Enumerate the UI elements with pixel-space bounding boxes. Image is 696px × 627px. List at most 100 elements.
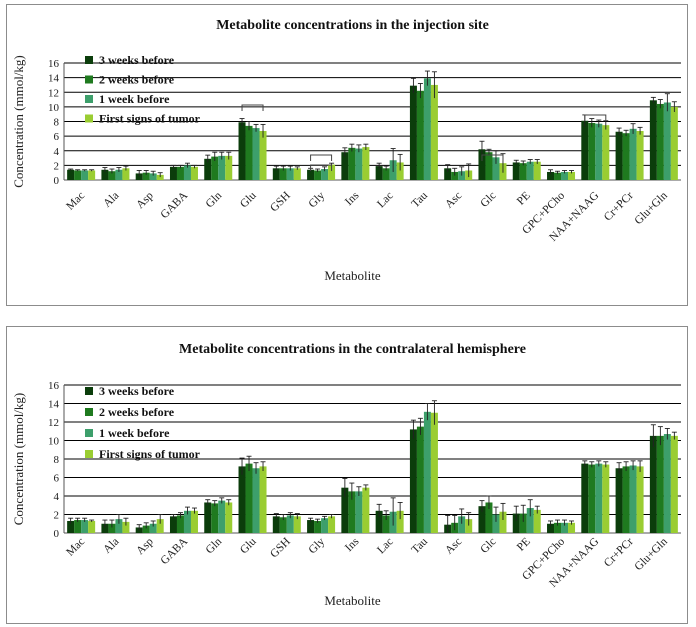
bar [341, 487, 349, 533]
x-category-label: Asc [443, 536, 464, 557]
bar [512, 162, 520, 180]
chart-title: Metabolite concentrations in the injecti… [216, 18, 489, 33]
bar [348, 147, 356, 180]
bar [382, 515, 390, 533]
y-tick-label: 10 [48, 436, 60, 448]
x-axis-label: Metabolite [324, 268, 381, 283]
bar [272, 168, 280, 180]
bar [341, 152, 349, 180]
bar [568, 171, 576, 180]
bar [142, 525, 150, 533]
bar [485, 502, 493, 533]
bar [149, 173, 157, 180]
bar [670, 106, 678, 180]
x-category-label: Lac [375, 190, 396, 211]
bar [321, 518, 329, 533]
bar [252, 468, 260, 533]
x-category-label: Ala [101, 190, 121, 210]
bar [629, 128, 637, 180]
bar [629, 465, 637, 533]
legend-label: First signs of tumor [99, 112, 201, 126]
y-axis-label: Concentration (mmol/kg) [11, 55, 26, 188]
bar [409, 429, 417, 533]
bar [218, 500, 226, 533]
bar [499, 511, 507, 533]
x-category-label: Asc [443, 190, 464, 211]
bar [636, 131, 644, 180]
bar [430, 84, 438, 180]
legend-swatch [85, 95, 93, 103]
bar [245, 463, 253, 533]
legend-label: 2 weeks before [99, 405, 175, 419]
bar [519, 163, 527, 180]
x-category-label: GABA [159, 189, 191, 221]
bar [547, 171, 555, 180]
legend-label: 3 weeks before [99, 384, 175, 398]
bar [67, 169, 75, 180]
y-tick-label: 14 [48, 399, 60, 411]
chart-panel-contralateral-hemisphere: Metabolite concentrations in the contral… [6, 326, 688, 624]
bar [409, 85, 417, 180]
significance-bracket [241, 104, 264, 111]
bar [362, 147, 370, 180]
x-category-label: Mac [64, 536, 87, 559]
bar [225, 155, 233, 180]
bar [156, 174, 164, 180]
bar [423, 411, 431, 533]
x-category-label: Gln [204, 535, 225, 556]
bar [656, 103, 664, 180]
bar [554, 172, 562, 180]
bar [622, 466, 630, 533]
bar [362, 487, 370, 533]
y-tick-label: 12 [48, 417, 59, 429]
x-category-label: Glu [238, 189, 259, 210]
bar [636, 466, 644, 533]
bar [561, 522, 569, 533]
bar [396, 162, 404, 180]
bar [649, 100, 657, 180]
y-tick-label: 6 [54, 473, 60, 485]
bar [169, 166, 177, 180]
bar [142, 172, 150, 180]
bar [211, 503, 219, 533]
legend-swatch [85, 387, 93, 395]
bar [328, 164, 336, 180]
chart-title: Metabolite concentrations in the contral… [179, 342, 526, 357]
bar [122, 168, 130, 180]
bar [568, 522, 576, 533]
x-axis-label: Metabolite [324, 593, 381, 608]
bar [176, 166, 184, 180]
chart-svg-injection-site: Metabolite concentrations in the injecti… [11, 18, 681, 283]
chart-svg-contralateral-hemisphere: Metabolite concentrations in the contral… [11, 342, 681, 608]
bar [211, 156, 219, 180]
x-category-label: Glu+Gln [633, 535, 671, 573]
bar [101, 523, 109, 533]
x-category-label: GABA [159, 535, 191, 567]
legend-swatch [85, 429, 93, 437]
x-category-label: Glu+Gln [633, 189, 671, 227]
y-tick-label: 10 [48, 102, 60, 114]
legend-swatch [85, 450, 93, 458]
y-tick-label: 16 [48, 58, 60, 70]
bar [663, 434, 671, 533]
bar [88, 170, 96, 180]
y-tick-label: 12 [48, 87, 59, 99]
x-category-label: Ala [101, 536, 121, 556]
bar [649, 435, 657, 533]
bar [663, 102, 671, 180]
significance-bracket [584, 114, 607, 121]
bar [286, 515, 294, 533]
legend-swatch [85, 75, 93, 84]
legend-label: 3 weeks before [99, 53, 175, 67]
bar [602, 125, 610, 180]
bar [478, 506, 486, 533]
significance-bracket [310, 164, 333, 171]
bar [588, 464, 596, 533]
significance-bracket [481, 154, 504, 161]
bar [108, 523, 116, 533]
legend-swatch [85, 408, 93, 416]
bar [444, 168, 452, 180]
bar [74, 520, 82, 533]
bar [279, 168, 287, 180]
bar [430, 412, 438, 533]
